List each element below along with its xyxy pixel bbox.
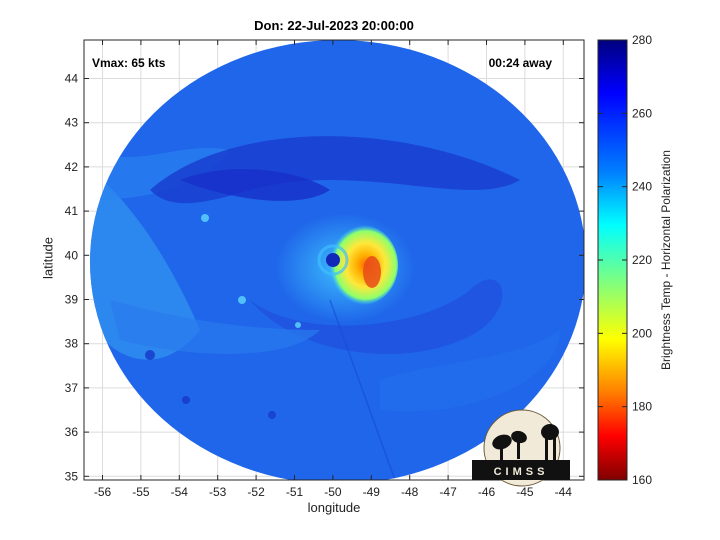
cimss-logo: CIMSS [472, 409, 570, 487]
colorbar-label: Brightness Temp - Horizontal Polarizatio… [659, 150, 673, 370]
x-tick-label: -45 [516, 485, 534, 499]
x-tick-label: -44 [555, 485, 573, 499]
y-tick-label: 36 [65, 425, 79, 439]
cimss-logo-text: CIMSS [494, 466, 549, 478]
y-tick-label: 44 [65, 72, 79, 86]
colorbar-ticks: 280 260 240 220 200 180 160 [598, 33, 652, 487]
colorbar-tick-label: 280 [632, 33, 652, 47]
y-tick-label: 41 [65, 204, 79, 218]
colorbar-tick-label: 160 [632, 473, 652, 487]
y-tick-label: 39 [65, 293, 79, 307]
vmax-annotation: Vmax: 65 kts [92, 56, 166, 70]
x-tick-label: -51 [286, 485, 304, 499]
x-tick-label: -53 [209, 485, 227, 499]
y-tick-label: 40 [65, 248, 79, 262]
x-tick-label: -50 [324, 485, 342, 499]
x-axis-ticks: -56 -55 -54 -53 -52 -51 -50 -49 -48 -47 -46 -45 -44 [94, 40, 572, 499]
colorbar-tick-label: 220 [632, 253, 652, 267]
y-tick-label: 43 [65, 116, 79, 130]
microwave-swath-image [90, 40, 584, 481]
colorbar-tick-label: 260 [632, 106, 652, 120]
y-tick-label: 38 [65, 337, 79, 351]
y-axis-ticks: 44 43 42 41 40 39 38 37 36 35 [65, 72, 584, 483]
x-axis-label: longitude [307, 500, 361, 515]
x-tick-label: -56 [94, 485, 112, 499]
x-tick-label: -54 [171, 485, 189, 499]
y-tick-label: 35 [65, 469, 79, 483]
x-tick-label: -52 [247, 485, 265, 499]
y-axis-label: latitude [40, 237, 56, 279]
y-tick-label: 37 [65, 381, 79, 395]
x-tick-label: -49 [363, 485, 381, 499]
colorbar-tick-label: 180 [632, 400, 652, 414]
map-title: Don: 22-Jul-2023 20:00:00 [254, 18, 414, 33]
timing-annotation: 00:24 away [489, 56, 553, 70]
x-tick-label: -46 [478, 485, 496, 499]
y-tick-label: 42 [65, 160, 79, 174]
colorbar-tick-label: 240 [632, 180, 652, 194]
colorbar-tick-label: 200 [632, 326, 652, 340]
x-tick-label: -48 [401, 485, 419, 499]
x-tick-label: -55 [132, 485, 150, 499]
x-tick-label: -47 [439, 485, 457, 499]
